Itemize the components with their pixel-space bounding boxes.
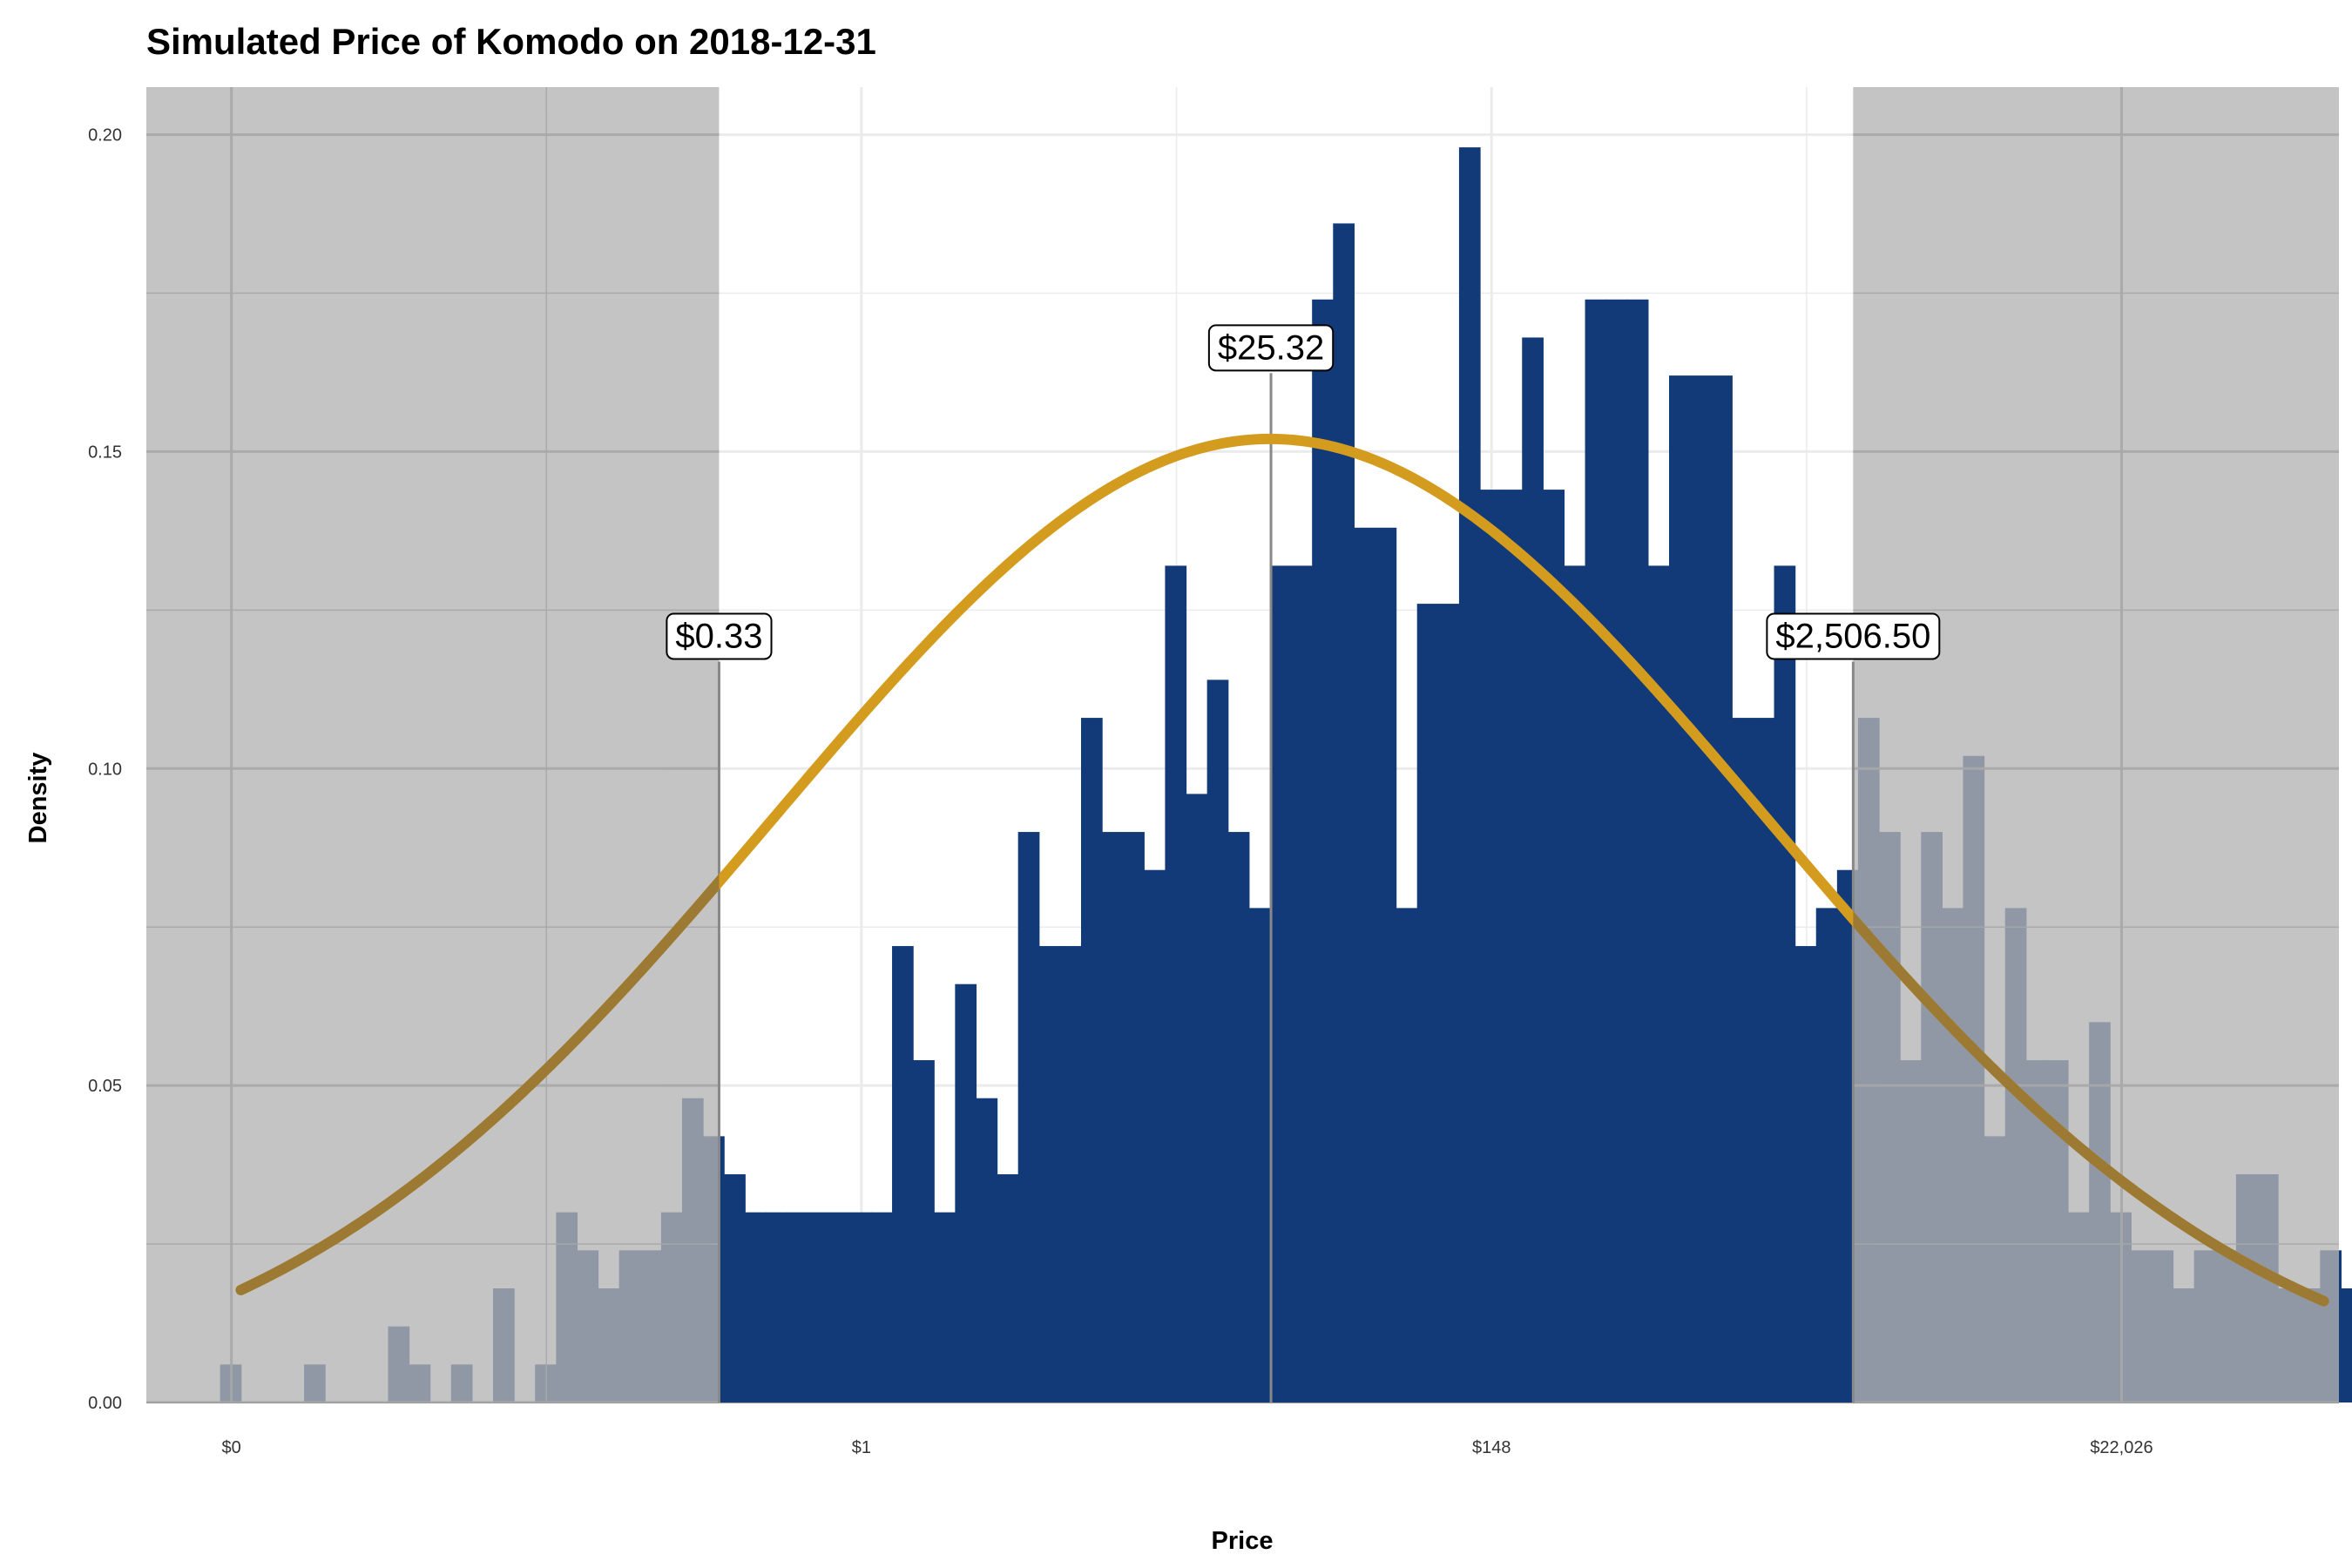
histogram-bar (1690, 375, 1712, 1403)
y-tick-label: 0.20 (88, 126, 122, 145)
histogram-bar (1794, 946, 1817, 1402)
histogram-bar (1416, 604, 1439, 1402)
histogram-bar (1564, 565, 1586, 1402)
histogram-bar (976, 1098, 998, 1402)
histogram-bar (1354, 527, 1376, 1402)
histogram-bar (1038, 946, 1061, 1402)
histogram-bar (1396, 908, 1418, 1402)
histogram-bar (870, 1212, 893, 1402)
histogram-bar (724, 1174, 746, 1402)
y-tick-label: 0.15 (88, 443, 122, 462)
annotation-text: $25.32 (1218, 328, 1324, 367)
histogram-bar (1375, 527, 1397, 1402)
annotations: $0.33 $25.32 $2,506.50 (666, 324, 1941, 660)
histogram-bar (1312, 299, 1334, 1402)
y-axis-ticks: 0.00 0.05 0.10 0.15 0.20 (88, 126, 122, 1413)
histogram-bar (1458, 147, 1481, 1402)
shaded-tail-regions (146, 87, 2339, 1402)
histogram-bar (808, 1212, 830, 1402)
shaded-region (146, 87, 720, 1402)
histogram-bar (1585, 299, 1607, 1402)
histogram-bar (934, 1212, 956, 1402)
y-axis-title: Density (24, 753, 52, 844)
histogram-bar (913, 1060, 935, 1402)
histogram-bar (1059, 946, 1082, 1402)
histogram-bar (1626, 299, 1649, 1402)
histogram-bar (1732, 718, 1754, 1402)
annotation-text: $2,506.50 (1775, 617, 1930, 655)
histogram-bar (1144, 869, 1166, 1402)
annotation-label: $25.32 (1207, 324, 1335, 372)
annotation-text: $0.33 (675, 617, 762, 655)
histogram-bar (1605, 299, 1628, 1402)
histogram-bar (1774, 565, 1796, 1402)
histogram-bar (1480, 490, 1502, 1402)
x-axis-ticks: $0 $1 $148 $22,026 (222, 1438, 2153, 1457)
histogram-bar (1227, 832, 1250, 1402)
x-axis-title: Price (1212, 1527, 1274, 1555)
annotation-box (1766, 612, 1941, 660)
histogram-bar (1248, 908, 1271, 1402)
x-tick-label: $148 (1472, 1438, 1511, 1457)
histogram-bar (766, 1212, 788, 1402)
chart-title: Simulated Price of Komodo on 2018-12-31 (146, 21, 876, 62)
annotation-label: $2,506.50 (1766, 612, 1941, 660)
histogram-bar (1186, 794, 1208, 1402)
histogram-bar (1269, 565, 1292, 1402)
histogram-bar (849, 1212, 872, 1402)
histogram-bar (1543, 490, 1565, 1402)
histogram-bar (1711, 375, 1733, 1403)
histogram-bar (745, 1212, 767, 1402)
histogram-bar (1081, 718, 1103, 1402)
histogram-bar (1206, 679, 1229, 1402)
histogram-bar (1815, 908, 1838, 1402)
shaded-region (1853, 87, 2339, 1402)
histogram-bar (787, 1212, 809, 1402)
annotation-box (1207, 324, 1335, 372)
x-tick-label: $22,026 (2090, 1438, 2153, 1457)
histogram-bar (1017, 832, 1040, 1402)
reference-lines (717, 373, 1855, 1402)
histogram-bar (1165, 565, 1187, 1402)
y-tick-label: 0.10 (88, 760, 122, 779)
histogram-bar (1123, 832, 1145, 1402)
x-tick-label: $1 (852, 1438, 871, 1457)
histogram-bar (997, 1174, 1019, 1402)
histogram-bar (1102, 832, 1124, 1402)
histogram-bar (1522, 337, 1544, 1402)
histogram-bar (892, 946, 914, 1402)
histogram-bar (1668, 375, 1691, 1403)
histogram-bar (1753, 718, 1775, 1402)
x-tick-label: $0 (222, 1438, 241, 1457)
histogram-bar (1333, 223, 1355, 1403)
histogram-bar (828, 1212, 851, 1402)
histogram-bar (955, 983, 977, 1402)
histogram-bar (1437, 604, 1460, 1402)
histogram-bar (1291, 565, 1313, 1402)
histogram-bar (1501, 490, 1523, 1402)
y-tick-label: 0.00 (88, 1394, 122, 1413)
annotation-label: $0.33 (666, 612, 773, 660)
y-tick-label: 0.05 (88, 1077, 122, 1096)
annotation-box (666, 612, 773, 660)
histogram-bar (2341, 1288, 2352, 1402)
